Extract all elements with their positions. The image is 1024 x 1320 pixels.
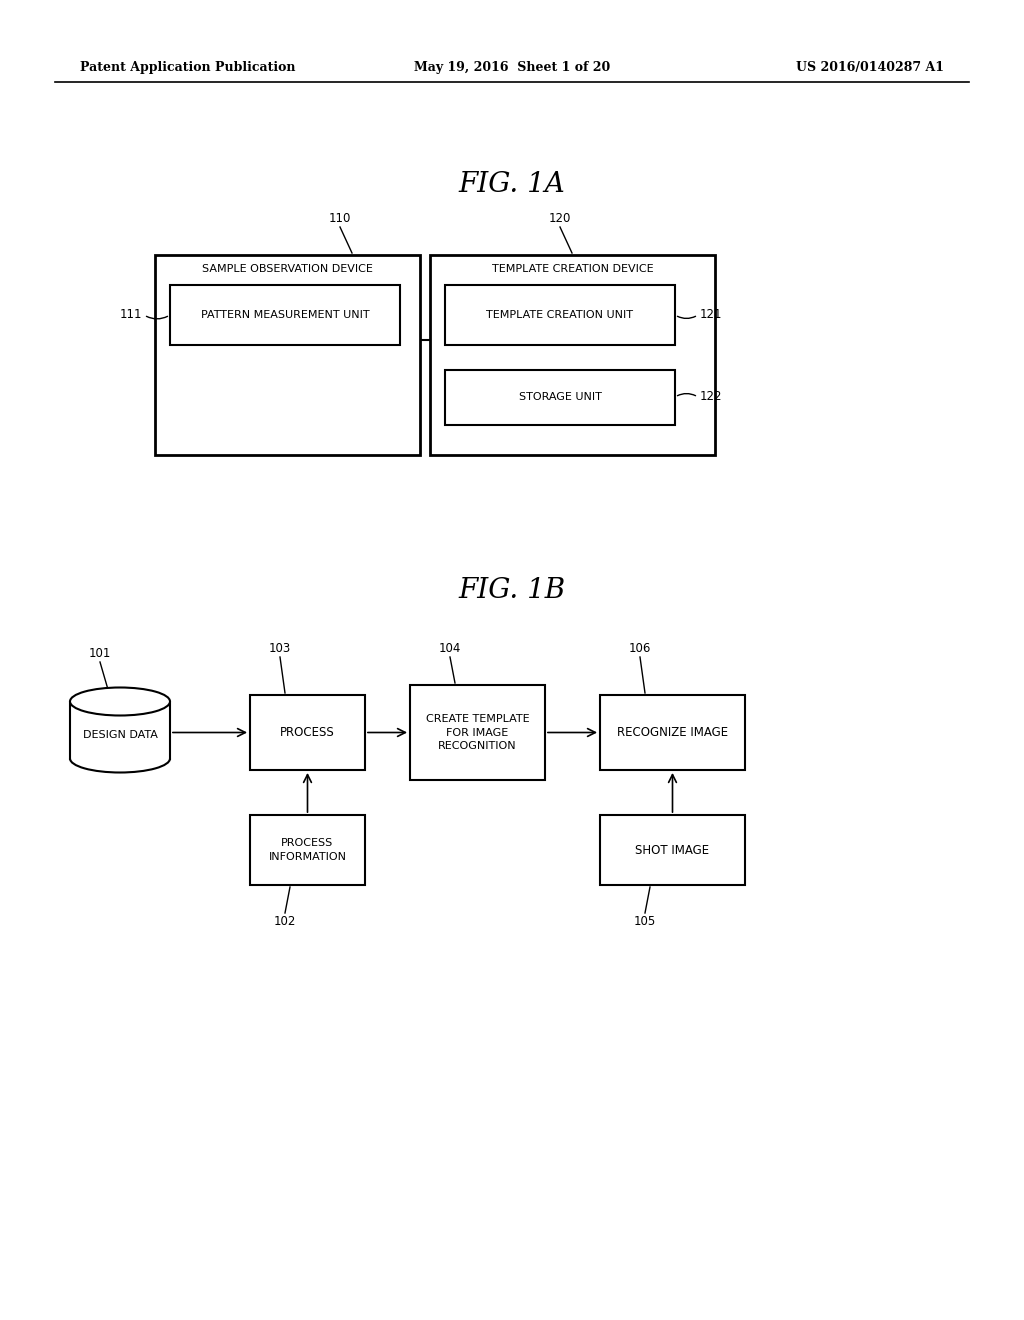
- Text: 111: 111: [120, 309, 142, 322]
- Text: 122: 122: [700, 391, 723, 404]
- Bar: [250, 696, 365, 770]
- Text: 105: 105: [634, 915, 656, 928]
- Bar: [600, 814, 745, 884]
- Text: RECOGNIZE IMAGE: RECOGNIZE IMAGE: [616, 726, 728, 739]
- Text: 120: 120: [549, 213, 571, 224]
- Text: 106: 106: [629, 642, 651, 655]
- Text: 103: 103: [269, 642, 291, 655]
- Text: PROCESS
INFORMATION: PROCESS INFORMATION: [268, 838, 346, 862]
- Text: FIG. 1A: FIG. 1A: [459, 172, 565, 198]
- Ellipse shape: [70, 688, 170, 715]
- Text: 102: 102: [273, 915, 296, 928]
- Text: PROCESS: PROCESS: [281, 726, 335, 739]
- Bar: [445, 370, 675, 425]
- Text: STORAGE UNIT: STORAGE UNIT: [518, 392, 601, 403]
- Text: 101: 101: [89, 647, 112, 660]
- Bar: [250, 814, 365, 884]
- Bar: [410, 685, 545, 780]
- Text: 110: 110: [329, 213, 351, 224]
- Text: 104: 104: [439, 642, 461, 655]
- Text: US 2016/0140287 A1: US 2016/0140287 A1: [796, 62, 944, 74]
- Text: SHOT IMAGE: SHOT IMAGE: [636, 843, 710, 857]
- Text: SAMPLE OBSERVATION DEVICE: SAMPLE OBSERVATION DEVICE: [202, 264, 373, 275]
- Bar: [445, 285, 675, 345]
- Bar: [155, 255, 420, 455]
- Text: PATTERN MEASUREMENT UNIT: PATTERN MEASUREMENT UNIT: [201, 310, 370, 319]
- Bar: [170, 285, 400, 345]
- Text: 121: 121: [700, 309, 723, 322]
- Text: May 19, 2016  Sheet 1 of 20: May 19, 2016 Sheet 1 of 20: [414, 62, 610, 74]
- Text: CREATE TEMPLATE
FOR IMAGE
RECOGNITION: CREATE TEMPLATE FOR IMAGE RECOGNITION: [426, 714, 529, 751]
- Bar: [430, 255, 715, 455]
- Text: TEMPLATE CREATION DEVICE: TEMPLATE CREATION DEVICE: [492, 264, 653, 275]
- Text: Patent Application Publication: Patent Application Publication: [80, 62, 296, 74]
- Bar: [600, 696, 745, 770]
- Text: FIG. 1B: FIG. 1B: [459, 577, 565, 603]
- Text: TEMPLATE CREATION UNIT: TEMPLATE CREATION UNIT: [486, 310, 634, 319]
- Text: DESIGN DATA: DESIGN DATA: [83, 730, 158, 741]
